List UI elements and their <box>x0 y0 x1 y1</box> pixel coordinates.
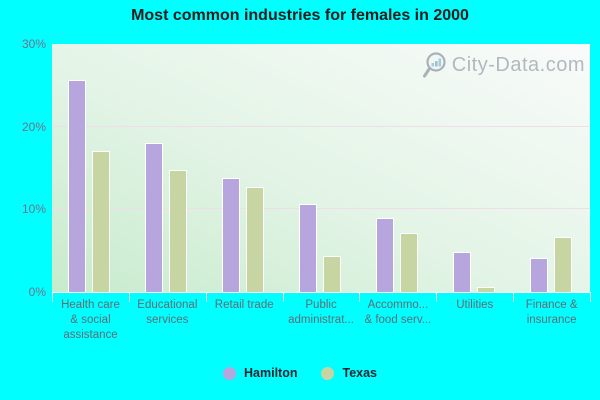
chart-title: Most common industries for females in 20… <box>131 7 469 24</box>
bar-hamilton-0 <box>68 80 87 292</box>
plot-area <box>52 44 590 293</box>
bar-hamilton-3 <box>299 204 317 292</box>
x-axis-label-5: Utilities <box>456 299 494 311</box>
watermark: City-Data.com <box>421 51 585 79</box>
x-axis-tick <box>590 292 591 302</box>
y-axis-label-0: 0% <box>28 285 46 299</box>
y-axis-label-10: 10% <box>21 202 46 217</box>
magnifier-barchart-icon <box>422 52 446 78</box>
bar-texas-6 <box>553 237 572 292</box>
x-axis-label-4: Accommo... & food serv... <box>364 299 432 326</box>
bar-hamilton-4 <box>375 217 394 292</box>
x-axis-tick <box>359 292 361 302</box>
bar-texas-5 <box>476 287 495 292</box>
watermark-text: City-Data.com <box>451 53 585 76</box>
x-axis-tick <box>205 292 207 302</box>
bar-texas-4 <box>399 233 418 292</box>
legend-label-hamilton: Hamilton <box>244 366 298 380</box>
legend-item-texas: Texas <box>321 366 377 380</box>
y-axis-label-30: 30% <box>21 37 46 51</box>
x-axis-tick <box>52 292 53 302</box>
bar-hamilton-5 <box>452 251 471 292</box>
bar-texas-2 <box>246 187 265 292</box>
x-axis-label-6: Finance & insurance <box>525 299 578 326</box>
legend-item-hamilton: Hamilton <box>223 366 297 380</box>
legend-label-texas: Texas <box>342 366 377 380</box>
y-axis-label-20: 20% <box>21 119 46 134</box>
bar-texas-1 <box>169 169 188 292</box>
x-axis-label-2: Retail trade <box>214 299 274 311</box>
bar-hamilton-6 <box>529 258 548 292</box>
x-axis-label-1: Educational services <box>137 299 198 326</box>
x-axis-tick <box>282 292 284 302</box>
gridline-10 <box>52 208 590 210</box>
bar-hamilton-2 <box>222 177 241 292</box>
texas-swatch-icon <box>321 366 335 380</box>
x-axis-tick <box>436 292 438 302</box>
x-axis-tick <box>513 292 515 302</box>
x-axis-label-0: Health care & social assistance <box>61 299 120 341</box>
bar-hamilton-1 <box>145 143 164 292</box>
legend: Hamilton Texas <box>0 365 600 381</box>
gridline-20 <box>52 125 590 127</box>
hamilton-swatch-icon <box>223 366 236 380</box>
bar-texas-0 <box>92 151 111 292</box>
x-axis-label-3: Public administrat... <box>288 299 354 326</box>
x-axis-tick <box>128 292 130 302</box>
bar-texas-3 <box>323 255 341 292</box>
